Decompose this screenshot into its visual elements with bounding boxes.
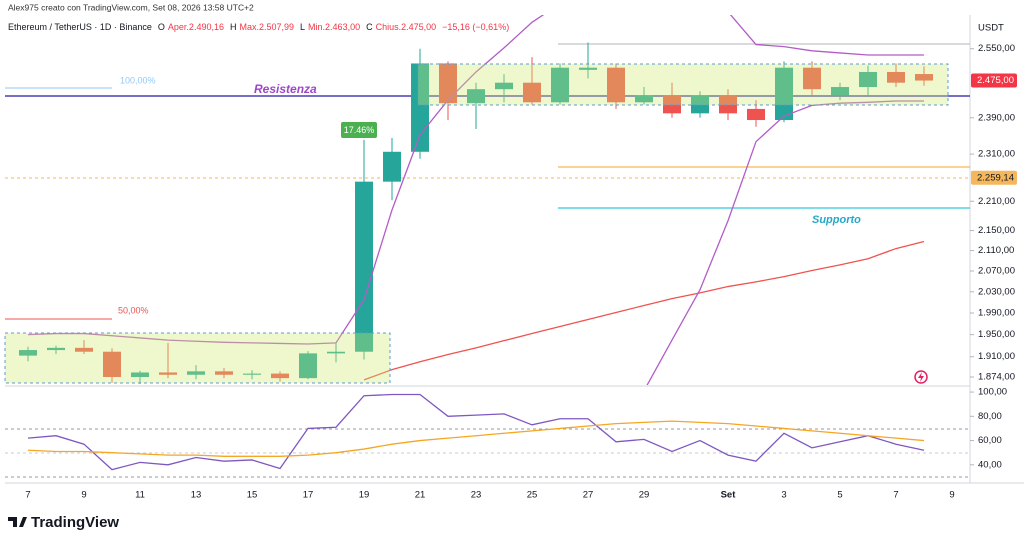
alert-icon [914, 370, 928, 384]
candle-body [75, 347, 93, 352]
y-tick-label: 1.910,00 [978, 351, 1015, 362]
x-tick-label: 3 [781, 490, 786, 501]
y-tick-label: 2.030,00 [978, 286, 1015, 297]
x-tick-label: Set [721, 490, 737, 501]
support-label: Supporto [812, 214, 861, 226]
symbol: Ethereum / TetherUS · 1D · Binance [8, 22, 152, 32]
x-tick-label: 11 [135, 490, 145, 501]
change: −15,16 (−0,61%) [442, 22, 509, 32]
currency: USDT [978, 23, 1004, 34]
indicator-line [646, 100, 924, 385]
y-tick-label: 2.390,00 [978, 112, 1015, 123]
resistance-label: Resistenza [254, 82, 317, 96]
candle-body [355, 181, 373, 352]
y-tick-label: 2.550,00 [978, 43, 1015, 54]
fib-label: 50,00% [118, 305, 149, 315]
x-tick-label: 29 [639, 490, 650, 501]
h: H [230, 22, 237, 32]
rsi-pane [27, 393, 925, 471]
candle-body [495, 82, 513, 90]
candle-body [635, 95, 653, 103]
candle-body [775, 67, 793, 121]
y-tick-label: 2.110,00 [978, 245, 1014, 256]
rsi-tick-label: 100,00 [978, 387, 1007, 398]
c: C [366, 22, 373, 32]
candle-body [831, 87, 849, 96]
logo [8, 517, 27, 527]
drawings [5, 43, 970, 320]
gain-badge [341, 122, 377, 138]
candle-body [271, 373, 289, 379]
price-badge-label: 2.475,00 [977, 75, 1014, 86]
candle-body [887, 71, 905, 83]
y-tick-label: 1.874,00 [978, 372, 1015, 383]
o: O [158, 22, 165, 32]
close: Chius.2.475,00 [376, 22, 437, 32]
candle-body [215, 371, 233, 375]
candle-body [803, 67, 821, 90]
x-tick-label: 15 [247, 490, 258, 501]
x-tick-label: 9 [81, 490, 86, 501]
rsi-line [27, 393, 925, 471]
gain-label: 17.46% [344, 125, 375, 135]
rsi-tick-label: 80,00 [978, 411, 1002, 422]
brand: TradingView [31, 514, 119, 531]
x-tick-label: 19 [359, 490, 370, 501]
candle-body [47, 347, 65, 351]
candle-body [383, 151, 401, 182]
y-tick-label: 2.150,00 [978, 225, 1015, 236]
price-badge-label: 2.259,14 [977, 172, 1014, 183]
y-tick-label: 2.070,00 [978, 266, 1015, 277]
zone [417, 63, 949, 106]
candle-body [103, 351, 121, 378]
candle-body [607, 67, 625, 103]
candle-body [747, 108, 765, 121]
x-tick-label: 17 [303, 490, 314, 501]
l: L [300, 22, 305, 32]
x-tick-label: 21 [415, 490, 426, 501]
candle-body [19, 350, 37, 356]
open: Aper.2.490,16 [168, 22, 224, 32]
candle-body [523, 82, 541, 103]
x-tick-label: 5 [837, 490, 842, 501]
candle-body [467, 89, 485, 104]
fib-label: 100,00% [120, 75, 156, 85]
y-tick-label: 2.310,00 [978, 149, 1015, 160]
x-tick-label: 23 [471, 490, 482, 501]
zone [4, 332, 391, 384]
x-tick-label: 7 [25, 490, 30, 501]
x-tick-label: 27 [583, 490, 594, 501]
rsi-tick-label: 60,00 [978, 435, 1002, 446]
candle-body [187, 371, 205, 375]
x-tick-label: 9 [949, 490, 954, 501]
candle-body [131, 372, 149, 378]
candle-body [243, 373, 261, 375]
y-tick-label: 1.990,00 [978, 308, 1015, 319]
indicator-line [27, 15, 924, 345]
candle-body [299, 353, 317, 379]
x-tick-label: 25 [527, 490, 538, 501]
candle-body [719, 95, 737, 114]
price-badge [971, 73, 1017, 88]
rsi-line [27, 420, 925, 457]
low: Min.2.463,00 [308, 22, 360, 32]
candle-body [439, 63, 457, 104]
y-tick-label: 1.950,00 [978, 329, 1015, 340]
rsi-tick-label: 40,00 [978, 459, 1002, 470]
author-line: Alex975 creato con TradingView.com, Set … [8, 2, 254, 12]
y-tick-label: 2.210,00 [978, 196, 1015, 207]
candle-body [579, 67, 597, 70]
high: Max.2.507,99 [239, 22, 294, 32]
candle-body [159, 372, 177, 375]
candle-body [551, 67, 569, 103]
legend: Ethereum / TetherUS · 1D · Binance O Aper.… [8, 22, 509, 32]
price-badge [971, 170, 1017, 185]
x-tick-label: 13 [191, 490, 202, 501]
x-tick-label: 7 [893, 490, 898, 501]
candle-body [859, 71, 877, 88]
candle-body [915, 74, 933, 81]
candle-body [327, 351, 345, 354]
indicator-line [363, 240, 925, 381]
